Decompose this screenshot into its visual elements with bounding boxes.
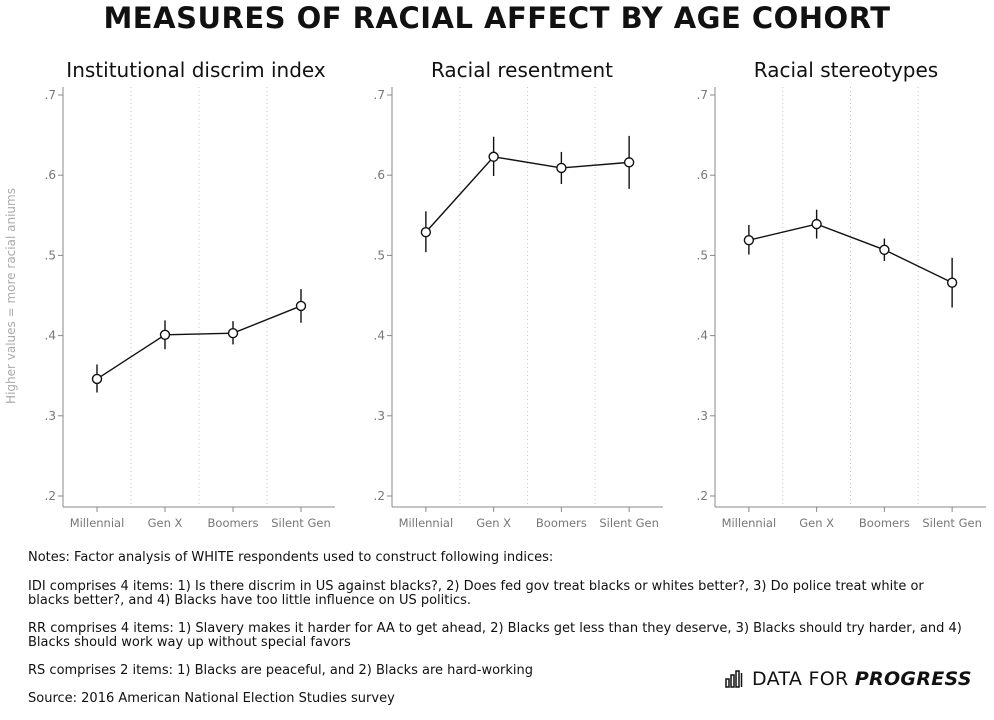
x-tick-label: Gen X [799,516,834,530]
data-point [946,277,958,288]
data-point [743,234,755,246]
x-tick-label: Gen X [476,516,511,530]
y-tick-label: .2 [374,489,385,503]
x-tick-label: Millennial [70,516,125,530]
y-tick-label: .5 [45,248,56,262]
x-tick-label: Silent Gen [922,516,982,530]
y-tick-label: .5 [374,248,385,262]
panel-title: Racial resentment [431,58,613,82]
panel-title: Racial stereotypes [754,58,938,82]
notes-rs: RS comprises 2 items: 1) Blacks are peac… [28,663,534,678]
y-tick-label: .6 [697,168,708,182]
x-tick-label: Silent Gen [271,516,331,530]
x-tick-label: Boomers [208,516,259,530]
data-point [488,151,499,162]
y-tick-label: .3 [374,409,385,423]
brand-prefix: DATA FOR [752,668,855,690]
panel-racial-stereotypes: Racial stereotypes .2 .3 .4 .5 .6 .7 Millennial… [697,58,986,530]
x-tick-label: Silent Gen [599,516,659,530]
data-point [295,300,307,312]
x-tick-label: Boomers [536,516,587,530]
notes: Notes: Factor analysis of WHITE responde… [28,551,968,720]
main-title: MEASURES OF RACIAL AFFECT BY AGE COHORT [103,1,891,35]
y-tick-label: .4 [374,329,385,343]
series-line [96,305,302,380]
y-tick-label: .7 [374,88,385,102]
panel-racial-resentment: Racial resentment .2 .3 .4 .5 .6 .7 Millennial G… [374,58,663,530]
charts-area: Higher values = more racial aniums Insti… [4,58,986,530]
x-tick-label: Gen X [148,516,183,530]
series-line [425,156,630,233]
y-tick-label: .3 [45,409,56,423]
y-tick-label: .2 [697,489,708,503]
brand-bold: PROGRESS [854,668,972,690]
notes-intro: Notes: Factor analysis of WHITE responde… [28,550,554,565]
data-point [879,244,890,255]
y-axis-label: Higher values = more racial aniums [4,188,18,404]
y-tick-label: .2 [45,489,56,503]
data-point [556,162,567,174]
data-point [159,329,171,340]
data-point [91,373,103,385]
y-tick-label: .6 [45,168,56,182]
notes-idi: IDI comprises 4 items: 1) Is there discr… [28,579,924,608]
brand-logo: DATA FOR PROGRESS [725,667,972,691]
x-tick-label: Boomers [859,516,910,530]
y-tick-label: .5 [697,248,708,262]
data-point [227,327,239,339]
brand-text: DATA FOR PROGRESS [752,668,972,690]
x-tick-label: Millennial [399,516,454,530]
x-tick-label: Millennial [722,516,777,530]
series-line [748,223,953,284]
data-point [811,218,822,230]
data-point [420,226,432,238]
notes-source: Source: 2016 American National Election … [28,691,395,706]
y-tick-label: .3 [697,409,708,423]
data-point [623,157,635,168]
y-tick-label: .4 [45,329,56,343]
panel-institutional-discrim-index: Institutional discrim index .2 .3 .4 .5 .6 .7 M… [45,58,335,530]
y-tick-label: .6 [374,168,385,182]
y-tick-label: .7 [697,88,708,102]
y-tick-label: .4 [697,329,708,343]
notes-rr: RR comprises 4 items: 1) Slavery makes i… [28,621,962,650]
panel-title: Institutional discrim index [66,58,326,82]
y-tick-label: .7 [45,88,56,102]
bar-chart-icon [725,670,743,688]
